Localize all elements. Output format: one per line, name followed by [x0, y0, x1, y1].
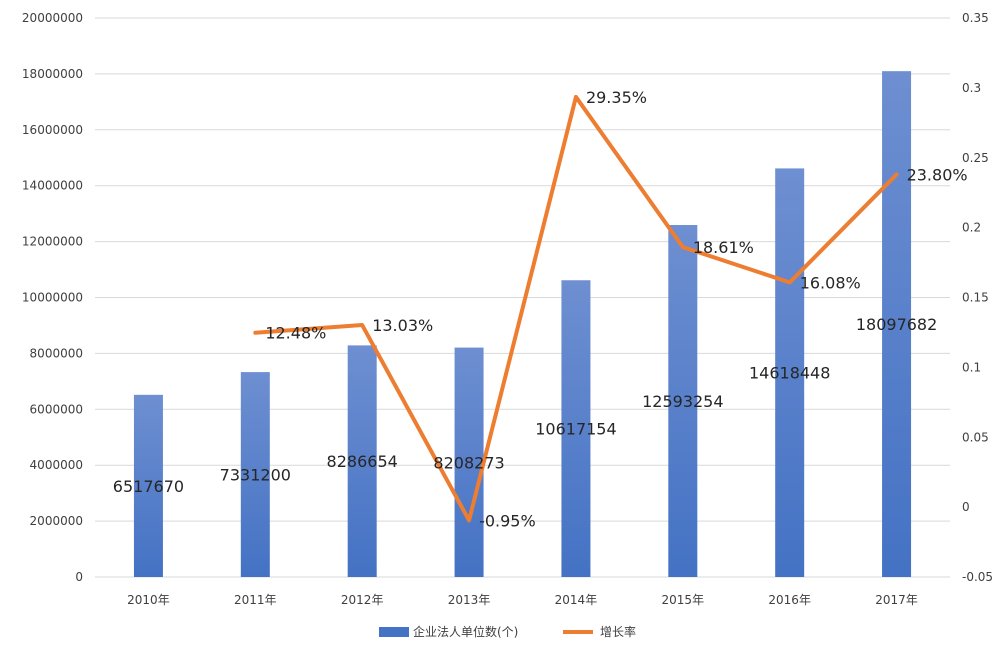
x-tick-label: 2016年 [768, 593, 811, 607]
y-right-tick-label: 0.25 [962, 151, 989, 165]
bar-data-label: 18097682 [856, 315, 937, 334]
bar [775, 168, 805, 578]
bar-data-label: 8286654 [327, 452, 398, 471]
y-right-tick-label: 0.15 [962, 291, 989, 305]
y-right-tick-label: 0 [962, 500, 970, 514]
line-data-label: 18.61% [693, 238, 754, 257]
y-right-tick-label: 0.3 [962, 81, 981, 95]
legend-label: 增长率 [600, 624, 636, 639]
y-left-tick-label: 18000000 [22, 67, 83, 81]
x-tick-label: 2017年 [875, 593, 918, 607]
bar [347, 345, 377, 577]
y-left-tick-label: 4000000 [30, 458, 83, 472]
x-tick-label: 2010年 [127, 593, 170, 607]
line-data-label: 29.35% [586, 88, 647, 107]
line-data-label: -0.95% [479, 511, 536, 530]
y-right-tick-label: 0.2 [962, 221, 981, 235]
y-left-tick-label: 2000000 [30, 514, 83, 528]
bar-data-label: 6517670 [113, 477, 184, 496]
x-tick-label: 2013年 [448, 593, 491, 607]
growth-rate-line [253, 94, 899, 523]
y-left-tick-label: 8000000 [30, 346, 83, 360]
y-left-tick-label: 16000000 [22, 123, 83, 137]
y-left-tick-label: 0 [75, 570, 83, 584]
legend-label: 企业法人单位数(个) [413, 624, 518, 639]
bar-data-label: 12593254 [642, 392, 723, 411]
y-left-tick-label: 14000000 [22, 179, 83, 193]
x-tick-label: 2014年 [555, 593, 598, 607]
x-tick-label: 2012年 [341, 593, 384, 607]
y-left-tick-label: 12000000 [22, 235, 83, 249]
line-data-label: 12.48% [265, 324, 326, 343]
y-left-tick-label: 20000000 [22, 11, 83, 25]
bar [561, 280, 591, 577]
bar-data-label: 10617154 [535, 420, 616, 439]
y-right-tick-label: 0.35 [962, 11, 989, 25]
bar [454, 347, 484, 577]
bar [882, 71, 912, 577]
y-right-tick-label: 0.05 [962, 430, 989, 444]
bar-data-label: 8208273 [433, 453, 504, 472]
bar-data-label: 7331200 [220, 466, 291, 485]
bar [668, 225, 698, 577]
y-right-tick-label: -0.05 [962, 570, 993, 584]
legend-swatch-bar [379, 627, 409, 637]
bar [133, 394, 163, 577]
y-right-tick-label: 0.1 [962, 360, 981, 374]
line-data-label: 23.80% [907, 166, 968, 185]
bar [240, 372, 270, 577]
line-data-label: 16.08% [800, 273, 861, 292]
y-left-tick-label: 10000000 [22, 291, 83, 305]
x-tick-label: 2011年 [234, 593, 277, 607]
line-data-label: 13.03% [372, 316, 433, 335]
bar-data-label: 14618448 [749, 364, 830, 383]
x-tick-label: 2015年 [662, 593, 705, 607]
y-left-tick-label: 6000000 [30, 402, 83, 416]
